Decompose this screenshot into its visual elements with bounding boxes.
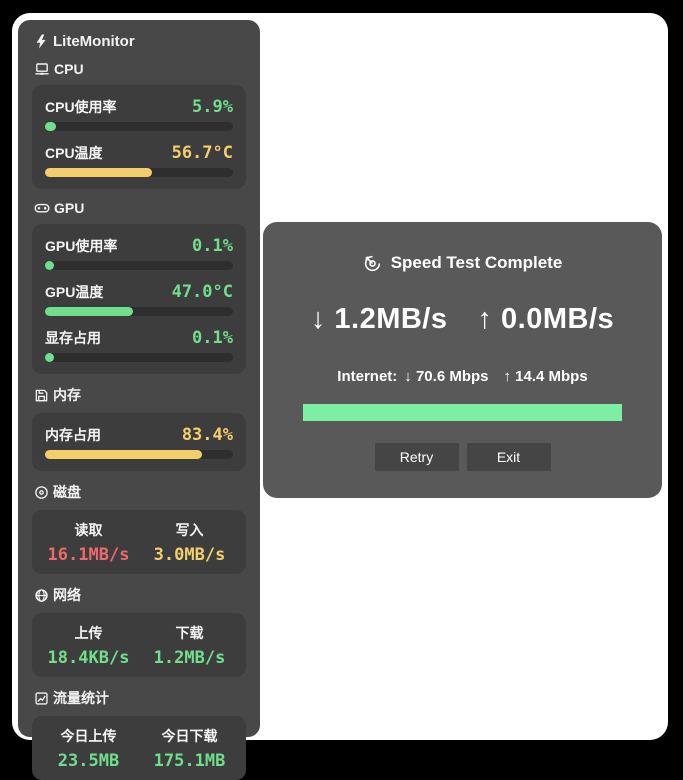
vram-label: 显存占用 xyxy=(45,330,101,346)
vram-value: 0.1% xyxy=(192,328,233,348)
disk-section-label: 磁盘 xyxy=(53,484,81,500)
speed-test-progress-bar xyxy=(303,404,622,421)
litemonitor-panel: LiteMonitor CPU CPU使用率 5.9% xyxy=(18,20,260,780)
gpu-usage-value: 0.1% xyxy=(192,236,233,256)
cpu-section-header: CPU xyxy=(34,61,246,77)
gpu-temp-label: GPU温度 xyxy=(45,284,104,300)
app-title: LiteMonitor xyxy=(53,33,135,50)
memory-section-header: 内存 xyxy=(34,385,246,405)
traffic-download-label: 今日下载 xyxy=(161,728,218,744)
memory-usage-bar-fill xyxy=(45,450,202,459)
cpu-temp-value: 56.7°C xyxy=(171,143,233,163)
cpu-section: CPU CPU使用率 5.9% CPU温度 56.7°C xyxy=(32,61,246,189)
vram-bar-fill xyxy=(45,353,54,362)
download-speed: ↓ 1.2MB/s xyxy=(310,303,448,335)
traffic-upload-label: 今日上传 xyxy=(60,728,117,744)
exit-button[interactable]: Exit xyxy=(466,443,551,471)
app-title-row: LiteMonitor xyxy=(34,33,246,50)
target-icon xyxy=(363,254,382,273)
cpu-usage-value: 5.9% xyxy=(192,97,233,117)
memory-card: 内存占用 83.4% xyxy=(32,413,246,471)
dialog-buttons: Retry Exit xyxy=(263,443,662,471)
vram-bar xyxy=(45,353,233,362)
traffic-upload-col: 今日上传 23.5MB xyxy=(38,726,139,771)
memory-usage-metric: 内存占用 83.4% xyxy=(44,425,234,459)
gpu-usage-bar xyxy=(45,261,233,270)
network-section: 网络 上传 18.4KB/s 下载 1.2MB/s xyxy=(32,585,246,677)
traffic-card: 今日上传 23.5MB 今日下载 175.1MB xyxy=(32,716,246,780)
cpu-usage-label: CPU使用率 xyxy=(45,99,117,115)
network-upload-value: 18.4KB/s xyxy=(47,648,130,668)
gpu-section: GPU GPU使用率 0.1% GPU温度 47.0°C xyxy=(32,200,246,374)
disk-read-col: 读取 16.1MB/s xyxy=(38,520,139,565)
disk-section-header: 磁盘 xyxy=(34,482,246,502)
cpu-usage-bar xyxy=(45,122,233,131)
internet-upload: ↑ 14.4 Mbps xyxy=(503,368,588,385)
gpu-section-label: GPU xyxy=(54,200,85,216)
disk-write-label: 写入 xyxy=(175,522,204,538)
cpu-temp-label: CPU温度 xyxy=(45,145,103,161)
internet-prefix: Internet: xyxy=(337,368,398,385)
network-download-value: 1.2MB/s xyxy=(153,648,226,668)
disk-write-value: 3.0MB/s xyxy=(153,545,226,565)
cpu-card: CPU使用率 5.9% CPU温度 56.7°C xyxy=(32,85,246,189)
disk-icon xyxy=(34,485,49,500)
gpu-temp-bar-fill xyxy=(45,307,134,316)
cpu-temp-bar-fill xyxy=(45,168,152,177)
gpu-icon xyxy=(34,200,50,216)
traffic-section: 流量统计 今日上传 23.5MB 今日下载 175.1MB xyxy=(32,688,246,780)
speed-test-progress-fill xyxy=(303,404,622,421)
traffic-download-col: 今日下载 175.1MB xyxy=(139,726,240,771)
network-download-label: 下载 xyxy=(175,625,204,641)
memory-usage-bar xyxy=(45,450,233,459)
disk-card: 读取 16.1MB/s 写入 3.0MB/s xyxy=(32,510,246,574)
gpu-section-header: GPU xyxy=(34,200,246,216)
network-upload-label: 上传 xyxy=(74,625,103,641)
disk-read-value: 16.1MB/s xyxy=(47,545,130,565)
speed-results: ↓ 1.2MB/s ↑ 0.0MB/s xyxy=(263,303,662,336)
gpu-usage-bar-fill xyxy=(45,261,54,270)
network-card: 上传 18.4KB/s 下载 1.2MB/s xyxy=(32,613,246,677)
traffic-chart-icon xyxy=(34,691,49,706)
network-section-label: 网络 xyxy=(53,587,81,603)
network-section-header: 网络 xyxy=(34,585,246,605)
network-download-col: 下载 1.2MB/s xyxy=(139,623,240,668)
gpu-usage-label: GPU使用率 xyxy=(45,238,118,254)
traffic-upload-value: 23.5MB xyxy=(57,751,120,771)
cpu-section-label: CPU xyxy=(54,61,84,77)
lightning-icon xyxy=(34,34,47,49)
app-window: LiteMonitor CPU CPU使用率 5.9% xyxy=(12,13,668,780)
disk-section: 磁盘 读取 16.1MB/s 写入 3.0MB/s xyxy=(32,482,246,574)
memory-section-label: 内存 xyxy=(53,387,81,403)
cpu-usage-bar-fill xyxy=(45,122,57,131)
cpu-temp-metric: CPU温度 56.7°C xyxy=(44,143,234,177)
network-icon xyxy=(34,588,49,603)
dialog-title-row: Speed Test Complete xyxy=(263,253,662,273)
gpu-temp-value: 47.0°C xyxy=(171,282,233,302)
traffic-section-header: 流量统计 xyxy=(34,688,246,708)
network-upload-col: 上传 18.4KB/s xyxy=(38,623,139,668)
speed-test-dialog: Speed Test Complete ↓ 1.2MB/s ↑ 0.0MB/s … xyxy=(263,222,662,498)
disk-write-col: 写入 3.0MB/s xyxy=(139,520,240,565)
memory-usage-value: 83.4% xyxy=(181,425,233,445)
internet-speeds-line: Internet: ↓ 70.6 Mbps ↑ 14.4 Mbps xyxy=(263,368,662,385)
retry-button[interactable]: Retry xyxy=(374,443,459,471)
memory-icon xyxy=(34,388,49,403)
traffic-section-label: 流量统计 xyxy=(53,690,109,706)
internet-download: ↓ 70.6 Mbps xyxy=(404,368,489,385)
dialog-title: Speed Test Complete xyxy=(390,253,563,272)
cpu-icon xyxy=(34,61,50,77)
upload-speed: ↑ 0.0MB/s xyxy=(477,303,615,335)
disk-read-label: 读取 xyxy=(74,522,103,538)
gpu-temp-metric: GPU温度 47.0°C xyxy=(44,282,234,316)
vram-metric: 显存占用 0.1% xyxy=(44,328,234,362)
cpu-temp-bar xyxy=(45,168,233,177)
gpu-card: GPU使用率 0.1% GPU温度 47.0°C xyxy=(32,224,246,374)
gpu-usage-metric: GPU使用率 0.1% xyxy=(44,236,234,270)
traffic-download-value: 175.1MB xyxy=(153,751,226,771)
cpu-usage-metric: CPU使用率 5.9% xyxy=(44,97,234,131)
memory-section: 内存 内存占用 83.4% xyxy=(32,385,246,471)
gpu-temp-bar xyxy=(45,307,233,316)
memory-usage-label: 内存占用 xyxy=(45,427,101,443)
